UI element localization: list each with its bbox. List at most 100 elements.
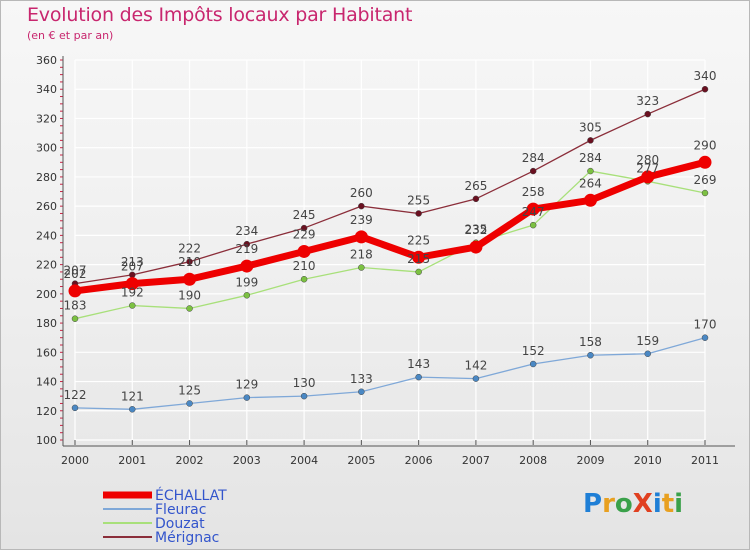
x-tick-label: 2010 (634, 454, 662, 467)
data-label-fleurac: 121 (121, 389, 144, 403)
data-label-douzat: 215 (407, 252, 430, 266)
x-tick-label: 2002 (176, 454, 204, 467)
series-line-douzat (74, 170, 706, 320)
point-m-rignac (415, 210, 422, 217)
point-douzat (186, 305, 193, 312)
logo-letter: i (674, 489, 684, 519)
data-label-m-rignac: 245 (293, 208, 316, 222)
point-douzat (415, 268, 422, 276)
data-label--challat: 229 (293, 227, 316, 241)
point-fleurac (243, 394, 251, 401)
data-label--challat: 280 (636, 153, 659, 167)
logo-letter: t (661, 489, 675, 519)
data-label--challat: 210 (178, 255, 201, 269)
data-label--challat: 239 (350, 213, 373, 227)
data-label-fleurac: 133 (350, 372, 373, 386)
point-m-rignac (300, 224, 308, 232)
data-label-fleurac: 143 (407, 357, 430, 371)
point--challat (526, 202, 540, 216)
point-douzat (243, 292, 251, 299)
data-label-fleurac: 158 (579, 335, 602, 349)
y-tick-label: 280 (36, 171, 57, 184)
data-label-fleurac: 142 (464, 359, 487, 373)
x-tick-label: 2004 (290, 454, 318, 467)
data-label--challat: 219 (235, 242, 258, 256)
data-label-m-rignac: 213 (121, 255, 144, 269)
point-m-rignac (243, 240, 251, 248)
point-fleurac (415, 373, 422, 381)
point-douzat (587, 167, 594, 175)
axes: 100 120 140 160 180 200 220 240 260 280 300 320 340 3… (36, 54, 735, 467)
legend-label: Mérignac (155, 530, 219, 546)
x-tick-label: 2011 (691, 454, 719, 467)
data-label-douzat: 277 (636, 161, 659, 175)
x-tick-label: 2000 (61, 454, 89, 467)
data-label-m-rignac: 234 (235, 224, 258, 238)
chart-subtitle: (en € et par an) (27, 29, 114, 42)
point--challat (68, 284, 82, 298)
y-tick-label: 360 (36, 54, 57, 67)
logo-letter: P (583, 489, 603, 519)
y-tick-label: 340 (36, 83, 57, 96)
x-tick-label: 2003 (233, 454, 261, 467)
data-label-fleurac: 159 (636, 334, 659, 348)
y-tick-label: 180 (36, 317, 57, 330)
data-label-douzat: 183 (64, 299, 87, 313)
data-label-fleurac: 125 (178, 383, 201, 397)
x-tick-label: 2009 (576, 454, 604, 467)
x-tick-label: 2008 (519, 454, 547, 467)
point-fleurac (186, 400, 193, 407)
data-label-fleurac: 170 (694, 318, 717, 332)
x-tick-label: 2001 (118, 454, 146, 467)
data-label--challat: 207 (121, 260, 144, 274)
x-tick-label: 2005 (347, 454, 375, 467)
point--challat (297, 244, 311, 258)
y-tick-label: 100 (36, 434, 57, 447)
data-label-douzat: 269 (694, 173, 717, 187)
point-fleurac (529, 360, 537, 368)
point-m-rignac (186, 258, 193, 265)
point-douzat (358, 264, 365, 271)
legend-label: Fleurac (155, 502, 206, 518)
data-labels: 2072132222342452602552652843053233401831… (64, 69, 717, 403)
point-douzat (300, 275, 308, 283)
point-douzat (529, 221, 537, 229)
data-label--challat: 202 (64, 267, 87, 281)
point-m-rignac (587, 137, 594, 144)
point-m-rignac (529, 167, 537, 175)
data-label-fleurac: 122 (64, 388, 87, 402)
data-label-m-rignac: 305 (579, 120, 602, 134)
point-fleurac (358, 388, 365, 396)
point--challat (583, 193, 597, 207)
point-fleurac (472, 375, 480, 382)
data-label-m-rignac: 222 (178, 242, 201, 256)
data-label--challat: 264 (579, 176, 602, 190)
data-label-m-rignac: 323 (636, 94, 659, 108)
data-label--challat: 290 (694, 138, 717, 152)
legend-label: ÉCHALLAT (155, 487, 227, 504)
series-line--challat (71, 158, 709, 295)
point-m-rignac (358, 202, 365, 210)
point--challat (183, 272, 197, 286)
data-label-douzat: 218 (350, 248, 373, 262)
point-fleurac (300, 392, 308, 400)
logo-letter: i (652, 489, 662, 519)
data-label-douzat: 235 (464, 223, 487, 237)
y-tick-label: 300 (36, 142, 57, 155)
point-fleurac (129, 406, 136, 413)
data-label-douzat: 192 (121, 286, 144, 300)
y-tick-label: 200 (36, 288, 57, 301)
point-fleurac (701, 334, 709, 341)
data-label-douzat: 284 (579, 151, 602, 165)
point--challat (412, 250, 426, 264)
point--challat (698, 155, 712, 169)
y-tick-label: 220 (36, 259, 57, 272)
logo-letter: o (614, 489, 633, 519)
point--challat (354, 230, 368, 244)
y-tick-label: 120 (36, 405, 57, 418)
data-label-m-rignac: 207 (64, 264, 87, 278)
x-tick-label: 2006 (405, 454, 433, 467)
data-label-douzat: 247 (522, 205, 545, 219)
